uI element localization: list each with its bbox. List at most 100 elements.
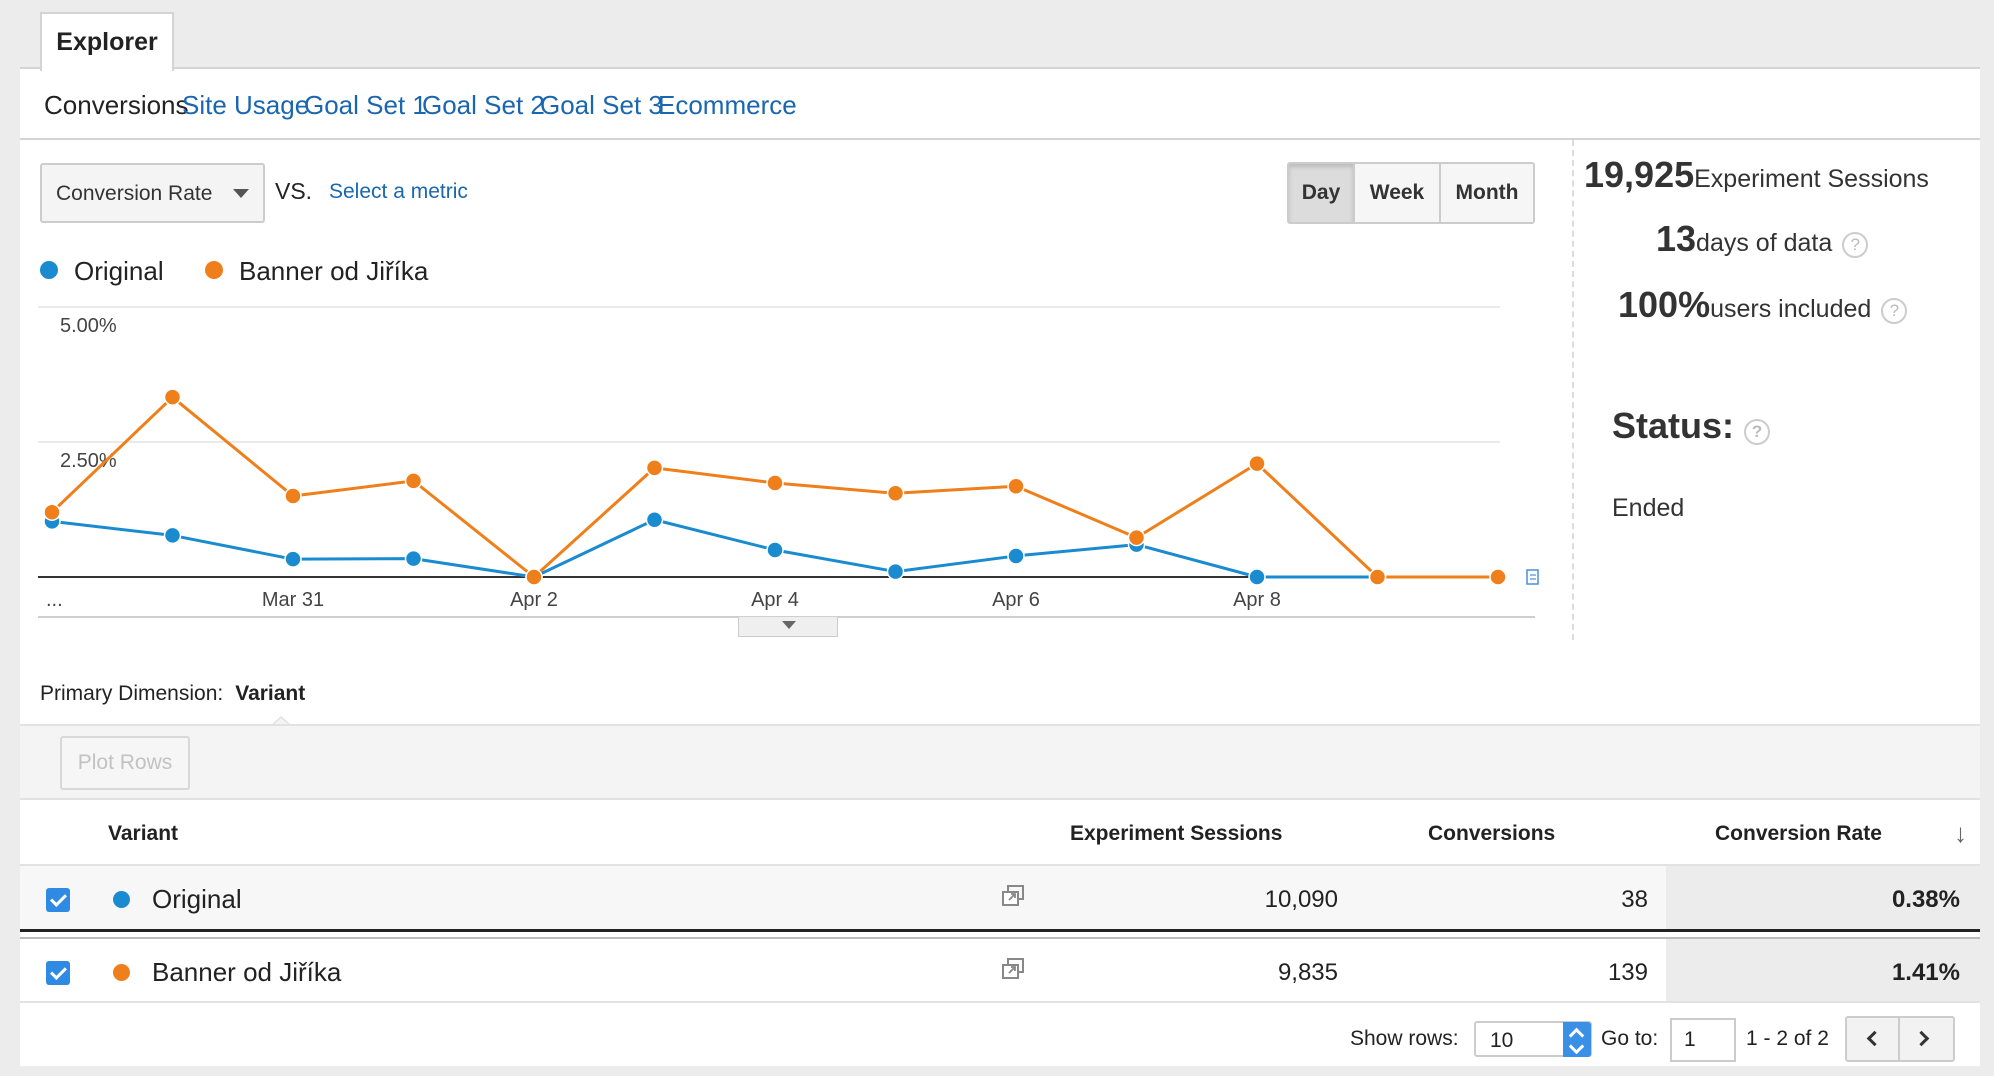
column-header-conversions[interactable]: Conversions — [1428, 822, 1556, 845]
data-point-banner — [525, 568, 543, 586]
legend-label-banner: Banner od Jiříka — [239, 256, 429, 286]
legend-dot-original — [40, 261, 58, 279]
data-point-banner — [1368, 568, 1387, 586]
table-row: Original 10,090 38 0.38% — [20, 866, 1980, 932]
pagination: Show rows: 10 Go to: 1 - 2 of 2 — [20, 1005, 1980, 1065]
time-granularity-toggle: Day Week Month — [1287, 162, 1535, 224]
plot-rows-button[interactable]: Plot Rows — [60, 736, 190, 790]
status-title: Status: — [1612, 405, 1735, 446]
status-value: Ended — [1612, 494, 1685, 522]
line-chart-svg: 5.00% 2.50%... Mar 31 Apr 2 Apr 4 Apr 6 Apr 8 — [38, 306, 1539, 618]
x-tick-label: Apr 8 — [1233, 589, 1281, 611]
next-page-button[interactable] — [1900, 1018, 1953, 1060]
subnav-goal-set-3[interactable]: Goal Set 3 — [540, 90, 663, 120]
stat-sessions-label: Experiment Sessions — [1694, 165, 1929, 193]
conversion-rate-value: 0.38% — [1891, 886, 1960, 913]
x-tick-label: Apr 4 — [751, 589, 799, 611]
conversion-rate-value: 1.41% — [1891, 959, 1960, 986]
data-point-original — [1007, 547, 1025, 565]
show-rows-value: 10 — [1490, 1029, 1514, 1052]
subnav-goal-set-1[interactable]: Goal Set 1 — [304, 90, 427, 120]
y-tick-label: 5.00% — [60, 315, 117, 337]
legend-label-original: Original — [74, 256, 164, 286]
data-point-banner — [645, 459, 664, 477]
experiment-summary: 19,925Experiment Sessions 13days of data… — [1572, 140, 1980, 640]
explorer-panel: Explorer Conversions Site Usage Goal Set… — [20, 0, 1980, 1066]
row-checkbox[interactable] — [46, 961, 70, 985]
goto-label: Go to: — [1601, 1027, 1659, 1050]
month-button[interactable]: Month — [1455, 181, 1519, 204]
caret-down-icon — [233, 189, 249, 198]
stat-sessions-value: 19,925 — [1584, 154, 1695, 195]
x-tick-label: Apr 6 — [992, 589, 1040, 611]
stat-days: 13days of data? — [1656, 218, 1869, 260]
table-header: Variant Experiment Sessions Conversions … — [20, 800, 1980, 866]
variant-name: Original — [152, 884, 242, 914]
help-icon[interactable]: ? — [1881, 298, 1908, 324]
data-point-banner — [43, 503, 61, 521]
chevron-left-icon — [1866, 1030, 1883, 1047]
show-rows-select[interactable]: 10 — [1474, 1021, 1592, 1057]
data-point-banner — [163, 388, 182, 406]
metric-dropdown[interactable]: Conversion Rate — [40, 163, 265, 223]
previous-page-button[interactable] — [1847, 1018, 1901, 1060]
stat-days-label: days of data — [1696, 229, 1833, 257]
sessions-value: 9,835 — [1277, 959, 1338, 986]
conversions-value: 139 — [1607, 959, 1648, 986]
y-tick-label: 2.50% — [60, 450, 117, 472]
sessions-value: 10,090 — [1264, 886, 1338, 913]
data-point-banner — [886, 484, 905, 503]
vs-label: VS. — [275, 178, 313, 204]
subnav-ecommerce[interactable]: Ecommerce — [658, 90, 797, 120]
day-button[interactable]: Day — [1289, 164, 1355, 222]
data-point-original — [1248, 568, 1266, 586]
legend-item-banner: Banner od Jiříka — [205, 256, 428, 287]
tab-strip: Explorer — [20, 0, 1980, 71]
open-variant-icon[interactable] — [1000, 957, 1026, 981]
data-point-original — [284, 550, 302, 568]
row-checkbox[interactable] — [46, 888, 70, 912]
column-header-variant[interactable]: Variant — [108, 822, 179, 845]
series-color-dot — [113, 964, 130, 981]
column-header-conversion-rate[interactable]: Conversion Rate — [1715, 822, 1882, 845]
data-point-banner — [1007, 477, 1025, 496]
x-tick-label: Apr 2 — [510, 589, 558, 611]
primary-dimension-value[interactable]: Variant — [235, 682, 306, 705]
select-metric-link[interactable]: Select a metric — [329, 180, 468, 203]
conversions-value: 38 — [1621, 886, 1648, 913]
status-heading: Status:? — [1612, 405, 1771, 447]
spinner-arrows-icon[interactable] — [1563, 1022, 1591, 1057]
annotation-icon — [1526, 569, 1539, 585]
column-header-sessions[interactable]: Experiment Sessions — [1070, 822, 1283, 845]
help-icon[interactable]: ? — [1842, 232, 1869, 258]
report-subnav: Conversions Site Usage Goal Set 1 Goal S… — [20, 70, 1980, 140]
data-point-original — [645, 511, 664, 529]
variant-name: Banner od Jiříka — [152, 957, 342, 987]
open-variant-icon[interactable] — [1000, 884, 1026, 908]
data-point-banner — [284, 487, 302, 505]
stat-users-label: users included — [1710, 295, 1872, 323]
pager-buttons — [1845, 1016, 1955, 1062]
tab-explorer[interactable]: Explorer — [40, 12, 174, 71]
legend-dot-banner — [205, 261, 223, 279]
subnav-goal-set-2[interactable]: Goal Set 2 — [422, 90, 545, 120]
data-point-banner — [1248, 454, 1266, 473]
caret-down-icon — [782, 621, 796, 629]
primary-dimension: Primary Dimension: Variant — [40, 682, 305, 706]
sort-descending-icon[interactable]: ↓ — [1954, 818, 1967, 848]
data-point-original — [163, 526, 182, 545]
data-point-banner — [766, 474, 784, 492]
subnav-site-usage[interactable]: Site Usage — [182, 90, 310, 120]
data-point-banner — [404, 472, 423, 490]
conversion-rate-cell: 0.38% — [1666, 866, 1980, 929]
stat-users-value: 100% — [1618, 284, 1711, 325]
week-button[interactable]: Week — [1355, 164, 1441, 222]
subnav-conversions[interactable]: Conversions — [44, 90, 189, 120]
stat-sessions: 19,925Experiment Sessions — [1584, 154, 1929, 196]
collapse-chart-toggle[interactable] — [738, 617, 838, 637]
x-tick-label: ... — [46, 589, 63, 611]
help-icon[interactable]: ? — [1744, 419, 1771, 445]
goto-page-input[interactable] — [1670, 1018, 1736, 1062]
data-point-original — [766, 541, 784, 559]
stat-users: 100%users included? — [1618, 284, 1908, 326]
